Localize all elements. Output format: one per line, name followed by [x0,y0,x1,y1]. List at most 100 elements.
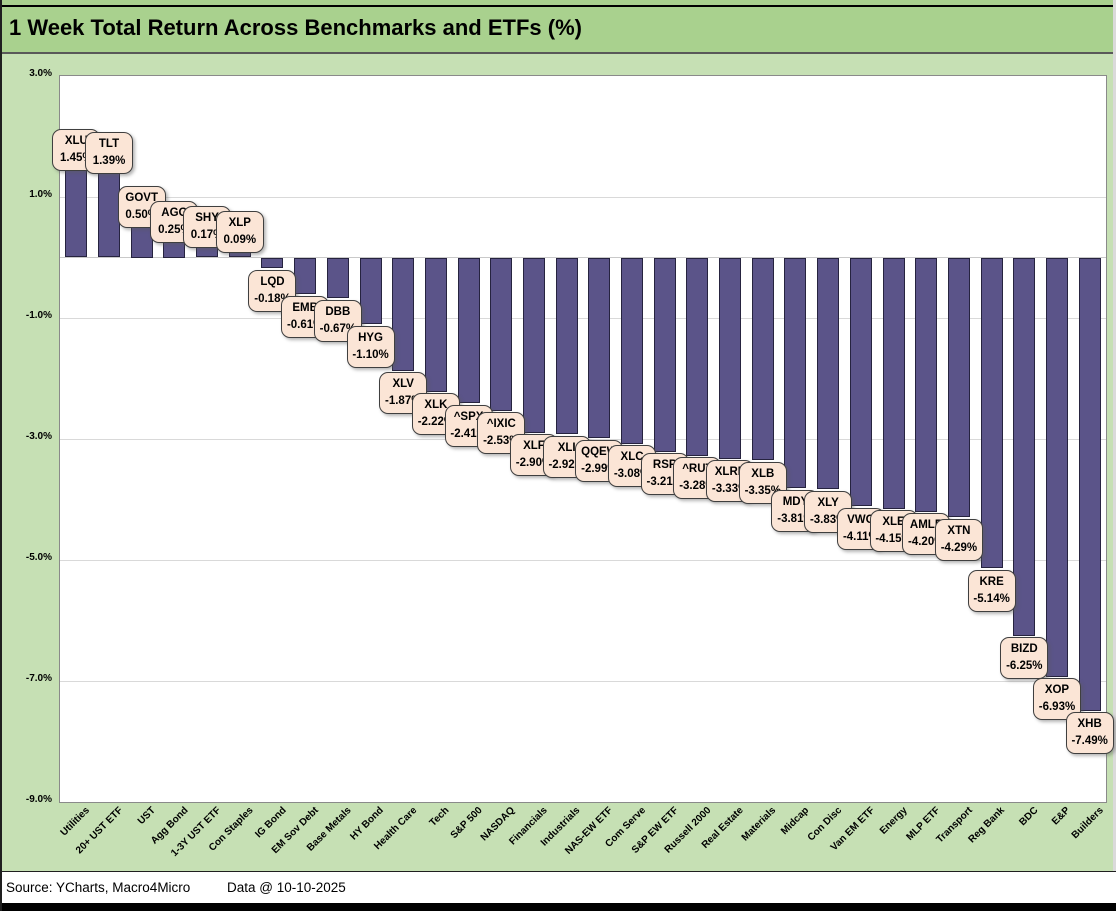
chart-title: 1 Week Total Return Across Benchmarks an… [9,15,582,40]
gridline [60,559,1106,561]
bar-HYG [359,257,382,325]
bar-SHY [196,247,219,258]
bar-EMB [294,257,317,295]
bar-RUT [686,257,709,456]
source-note: Source: YCharts, Macro4Micro [6,880,191,895]
x-axis-category-label: Energy [877,805,910,837]
callout-ticker: KRE [979,575,1004,588]
bar-XLU [65,169,88,258]
bar-BIZD [1013,257,1036,636]
bar-XLV [392,257,415,371]
callout-ticker: VWO [847,513,875,526]
callout-value: -1.10% [352,348,389,361]
callout-value: 0.17% [190,229,224,242]
callout-value: 1.45% [60,151,93,164]
data-callout-BIZD: BIZD -6.25% [1000,637,1049,680]
callout-value: -4.29% [940,541,978,554]
callout-ticker: LQD [260,275,285,288]
footer: Source: YCharts, Macro4Micro Data @ 10-1… [2,871,1116,903]
data-callout-LQD: LQD -0.18% [248,269,297,312]
sheet-right-edge [1113,0,1116,903]
x-axis-category-label: E&P [1050,805,1073,828]
callout-value: -6.25% [1006,660,1043,673]
callout-ticker: DBB [325,305,351,318]
callout-ticker: XLI [557,441,576,454]
callout-ticker: SHY [195,212,219,225]
callout-ticker: RSP [652,459,677,472]
callout-ticker: ^IXIC [486,418,516,431]
data-callout-TLT: TLT 1.39% [85,132,134,175]
bar-XLK [424,257,447,392]
callout-ticker: XLC [620,451,644,464]
bar-XTN [947,257,970,518]
data-date-note: Data @ 10-10-2025 [227,880,346,895]
data-callout-XLP: XLP 0.09% [215,211,264,254]
callout-ticker: XHB [1077,718,1102,731]
bar-XOP [1045,257,1068,677]
x-axis: Utilities 20+ UST ETF UST Agg Bond 1-3Y UST … [2,803,1116,875]
y-axis-tick-label: -7.0% [25,673,52,684]
y-axis-tick-label: 1.0% [29,189,52,200]
bar-AMLP [915,257,938,512]
bar-XLC [621,257,644,444]
bar-TLT [98,173,121,258]
data-callout-KRE: KRE -5.14% [967,569,1016,612]
callout-ticker: XTN [947,524,971,537]
y-axis-tick-label: -3.0% [25,431,52,442]
callout-ticker: ^SPX [453,410,484,423]
y-axis: 3.0% 1.0% -1.0% -3.0% -5.0% -7.0% -9.0% [2,0,54,911]
data-callout-SPX: ^SPX -2.41% [444,404,493,447]
x-axis-category-label: Builders [1069,805,1106,842]
x-axis-category-label: UST [135,805,158,827]
bar-XLY [817,257,840,490]
callout-value: -7.49% [1071,735,1108,748]
callout-ticker: XLF [523,440,545,453]
bar-IXIC [490,257,513,411]
callout-ticker: XLP [228,217,251,230]
callout-ticker: XLK [424,399,448,412]
callout-value: 0.50% [125,209,159,222]
bar-MDY [784,257,807,488]
bar-SPX [457,257,480,404]
gridline [60,317,1106,319]
bar-DBB [326,257,349,299]
bar-KRE [980,257,1003,569]
callout-ticker: XLRE [714,466,746,479]
y-axis-tick-label: -1.0% [25,310,52,321]
bar-VWO [849,257,872,507]
callout-ticker: HYG [358,331,383,344]
callout-ticker: EMB [292,301,318,314]
bar-XLI [555,257,578,435]
data-callout-XTN: XTN -4.29% [934,518,983,561]
gridline [60,680,1106,682]
x-axis-category-label: BDC [1016,805,1041,829]
bar-GOVT [130,227,153,258]
zero-axis-line [60,257,1106,258]
data-callout-HYG: HYG -1.10% [346,325,395,368]
data-callout-XHB: XHB -7.49% [1065,712,1114,755]
gridline [60,196,1106,198]
callout-ticker: XLB [751,467,775,480]
bar-XLB [751,257,774,461]
bar-XLE [882,257,905,509]
callout-ticker: XLE [882,516,905,529]
y-axis-tick-label: -9.0% [25,794,52,805]
callout-ticker: MDY [782,495,809,508]
y-axis-tick-label: 3.0% [29,68,52,79]
callout-ticker: AMLP [909,519,943,532]
callout-value: 0.09% [223,234,257,247]
callout-ticker: XLV [392,378,414,391]
callout-ticker: GOVT [125,192,159,205]
bar-XLF [522,257,545,433]
bar-RSP [653,257,676,452]
callout-ticker: XLU [64,134,88,147]
callout-ticker: BIZD [1010,643,1038,656]
y-axis-tick-label: -5.0% [25,552,52,563]
callout-ticker: AGG [161,207,188,220]
x-axis-category-label: Materials [740,805,779,844]
x-axis-category-label: Tech [427,805,452,829]
x-axis-category-label: Midcap [779,805,812,838]
title-top-rule [2,5,1116,7]
callout-ticker: TLT [98,138,120,151]
